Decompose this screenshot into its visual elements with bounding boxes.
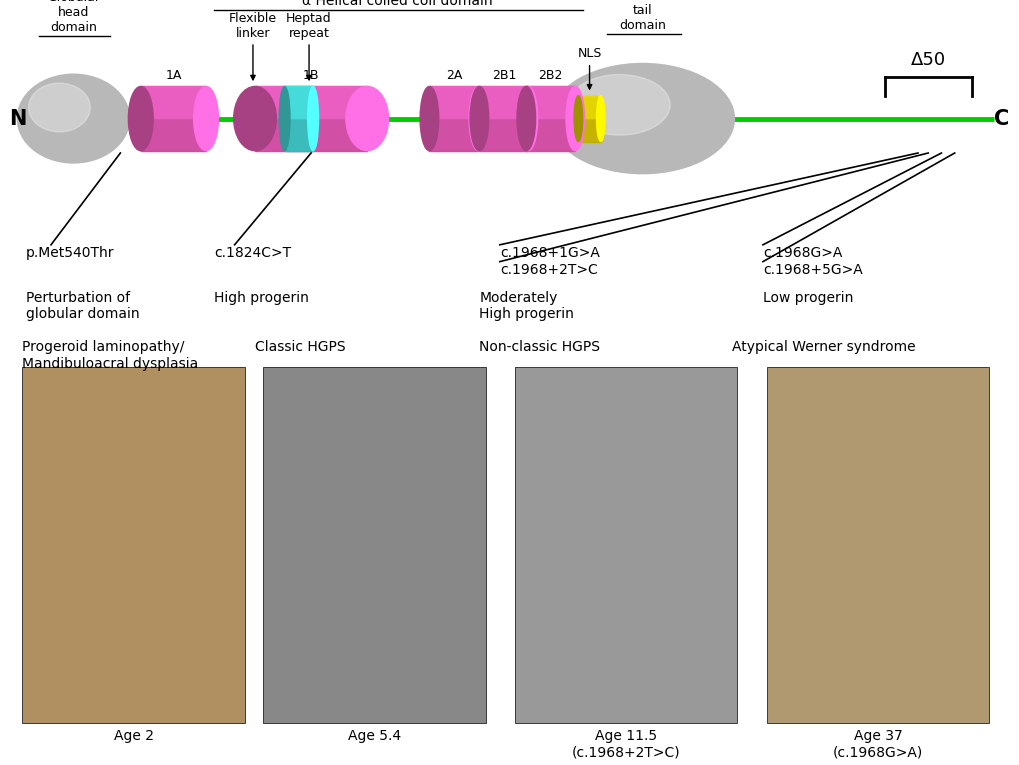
- Ellipse shape: [569, 74, 669, 135]
- Bar: [263, 367, 485, 723]
- Bar: [578, 96, 600, 142]
- Ellipse shape: [308, 86, 318, 151]
- Text: 2B2: 2B2: [538, 69, 562, 82]
- Text: Globular
tail
domain: Globular tail domain: [615, 0, 668, 32]
- Text: c.1968+5G>A: c.1968+5G>A: [762, 263, 862, 277]
- Ellipse shape: [29, 83, 124, 158]
- Ellipse shape: [279, 86, 289, 151]
- Ellipse shape: [566, 86, 584, 151]
- Bar: [284, 119, 313, 151]
- Bar: [141, 119, 206, 151]
- Bar: [284, 86, 313, 119]
- Bar: [255, 86, 367, 151]
- Text: Heptad
repeat: Heptad repeat: [286, 11, 331, 40]
- Text: Flexible
linker: Flexible linker: [228, 11, 277, 40]
- Ellipse shape: [194, 86, 218, 151]
- Text: Age 5.4: Age 5.4: [347, 729, 400, 743]
- Bar: [479, 86, 528, 119]
- Bar: [429, 86, 478, 119]
- Ellipse shape: [345, 86, 388, 151]
- Bar: [526, 86, 575, 151]
- Ellipse shape: [519, 86, 537, 151]
- Text: 2B1: 2B1: [491, 69, 516, 82]
- Text: c.1968+2T>C: c.1968+2T>C: [499, 263, 597, 277]
- Ellipse shape: [569, 74, 725, 168]
- Text: Globular
head
domain: Globular head domain: [47, 0, 100, 34]
- Text: c.1968+1G>A: c.1968+1G>A: [499, 246, 599, 260]
- Bar: [526, 86, 575, 119]
- Text: 2A: 2A: [445, 69, 462, 82]
- Text: NLS: NLS: [577, 47, 601, 60]
- Bar: [429, 86, 478, 151]
- Bar: [22, 367, 245, 723]
- Bar: [526, 119, 575, 151]
- Bar: [578, 96, 600, 119]
- Text: c.1968G>A: c.1968G>A: [762, 246, 842, 260]
- Text: Perturbation of
globular domain: Perturbation of globular domain: [25, 291, 139, 321]
- Text: p.Met540Thr: p.Met540Thr: [25, 246, 114, 260]
- Text: Moderately
High progerin: Moderately High progerin: [479, 291, 574, 321]
- Ellipse shape: [17, 74, 129, 163]
- Ellipse shape: [420, 86, 438, 151]
- Text: Age 2: Age 2: [113, 729, 154, 743]
- Bar: [141, 86, 206, 151]
- Text: Non-classic HGPS: Non-classic HGPS: [479, 340, 600, 354]
- Text: c.1824C>T: c.1824C>T: [214, 246, 291, 260]
- Ellipse shape: [574, 96, 582, 142]
- Text: Age 11.5
(c.1968+2T>C): Age 11.5 (c.1968+2T>C): [572, 729, 680, 759]
- Ellipse shape: [29, 83, 91, 132]
- Text: 1B: 1B: [303, 69, 319, 82]
- Text: Age 37
(c.1968G>A): Age 37 (c.1968G>A): [833, 729, 922, 759]
- Text: Classic HGPS: Classic HGPS: [255, 340, 345, 354]
- Bar: [479, 119, 528, 151]
- Bar: [255, 86, 367, 119]
- Ellipse shape: [517, 86, 535, 151]
- Text: C: C: [994, 109, 1008, 129]
- Text: Atypical Werner syndrome: Atypical Werner syndrome: [732, 340, 915, 354]
- Bar: [255, 119, 367, 151]
- Ellipse shape: [128, 86, 153, 151]
- Bar: [479, 86, 528, 151]
- Text: Low progerin: Low progerin: [762, 291, 853, 304]
- Bar: [429, 119, 478, 151]
- Bar: [284, 86, 313, 151]
- Ellipse shape: [469, 86, 487, 151]
- Ellipse shape: [596, 96, 604, 142]
- Text: High progerin: High progerin: [214, 291, 309, 304]
- Text: Δ50: Δ50: [910, 50, 945, 69]
- Text: α Helical coiled coil domain: α Helical coiled coil domain: [303, 0, 492, 8]
- Text: N: N: [8, 109, 26, 129]
- Text: 1A: 1A: [165, 69, 181, 82]
- Bar: [766, 367, 988, 723]
- Bar: [578, 119, 600, 142]
- Ellipse shape: [470, 86, 488, 151]
- Bar: [141, 86, 206, 119]
- Bar: [515, 367, 737, 723]
- Ellipse shape: [550, 63, 734, 174]
- Ellipse shape: [233, 86, 276, 151]
- Text: Progeroid laminopathy/
Mandibuloacral dysplasia: Progeroid laminopathy/ Mandibuloacral dy…: [22, 340, 199, 370]
